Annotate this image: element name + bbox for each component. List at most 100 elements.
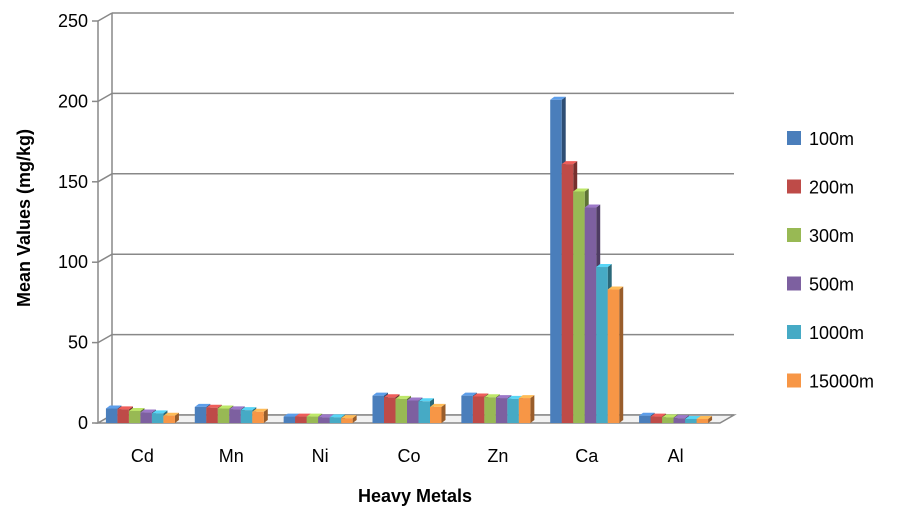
legend-item: 200m [787,178,854,198]
x-tick-label: Al [668,446,684,466]
bar-front [573,191,585,423]
gridline-connector [97,333,113,344]
legend-item: 15000m [787,372,874,392]
bar-top [573,188,589,192]
y-tick-label: 150 [58,172,88,192]
bar-top [596,264,612,268]
bar-front [128,410,141,423]
y-tick-label: 50 [68,333,88,353]
bar-top [163,412,179,416]
bar-top [341,415,357,419]
legend-swatch [787,373,801,388]
bar-top [395,395,411,399]
bar-top [329,414,346,418]
x-tick-label: Mn [219,446,244,466]
x-tick-label: Zn [487,446,508,466]
bar-top [105,405,122,409]
bar-top [252,408,268,412]
bar-front [206,407,218,423]
bar-front [430,406,442,423]
legend-label: 1000m [809,323,864,343]
y-tick-label: 100 [58,252,88,272]
bar-top [418,398,434,402]
bar-front [151,413,164,423]
bar-front [584,207,597,423]
bar-top [151,410,168,414]
bar-front [329,417,342,423]
x-axis-title: Heavy Metals [358,486,472,506]
bar-top [229,406,245,410]
bar-top [584,204,601,208]
bar-front [252,411,264,423]
bar-front [240,410,253,423]
bar-front [650,416,663,423]
bar-front [550,99,562,424]
y-axis-title: Mean Values (mg/kg) [14,129,34,307]
bar-top [662,414,678,418]
legend-label: 500m [809,275,854,295]
y-tick-label: 250 [58,11,88,31]
bar-front [229,409,241,423]
y-tick-label: 200 [58,91,88,111]
bar-top [283,413,300,417]
bar-side [619,286,624,423]
legend-label: 15000m [809,372,874,392]
bar [607,286,624,423]
x-tick-label: Co [397,446,420,466]
bar-side [263,408,268,423]
bar-side [530,395,535,423]
bar-front [117,409,129,423]
gridline-connector [97,253,113,263]
axes [95,13,737,424]
legend-item: 100m [787,129,854,149]
bar-front [685,418,697,423]
bar-top [217,405,234,409]
bar-side [441,403,446,423]
bar-top [318,414,334,418]
bar-front [306,416,319,423]
legend-swatch [787,179,801,194]
bar-top [673,415,690,419]
bar [430,403,446,423]
bar-front [607,289,620,423]
bar-top [372,392,388,396]
bar-side [352,415,357,423]
bar-front [140,412,152,423]
gridline-connector [97,12,113,22]
bar-top [639,412,655,416]
bar-top [384,394,400,398]
legend-item: 1000m [787,323,864,343]
bar-front [495,398,508,423]
bar-front [518,398,531,423]
bar-front [662,417,674,423]
bar-front [194,406,207,423]
y-tick-label: 0 [78,413,88,433]
bar-front [163,415,175,423]
bar-side [708,415,713,423]
bar-side [174,412,179,423]
bar-top [484,394,500,398]
bar [163,412,179,423]
bar-top [240,407,257,411]
bar-top [696,415,713,419]
bar-front [472,396,485,423]
x-tick-labels: Cd Mn Ni Co Zn Ca Al [131,446,684,466]
bar-front [561,164,574,423]
bar-top [607,286,624,290]
bars [105,96,713,424]
bar-top [306,413,323,417]
legend-swatch [787,131,801,145]
bar-front [341,418,353,423]
bar-front [384,397,396,423]
bar-front [639,415,651,423]
x-tick-label: Cd [131,446,154,466]
bar-top [550,96,566,100]
bar-top [430,403,446,407]
bar-top [650,413,667,417]
bar [696,415,713,423]
x-tick-label: Ni [312,446,329,466]
bar-front [507,398,519,423]
legend-label: 300m [809,226,854,246]
